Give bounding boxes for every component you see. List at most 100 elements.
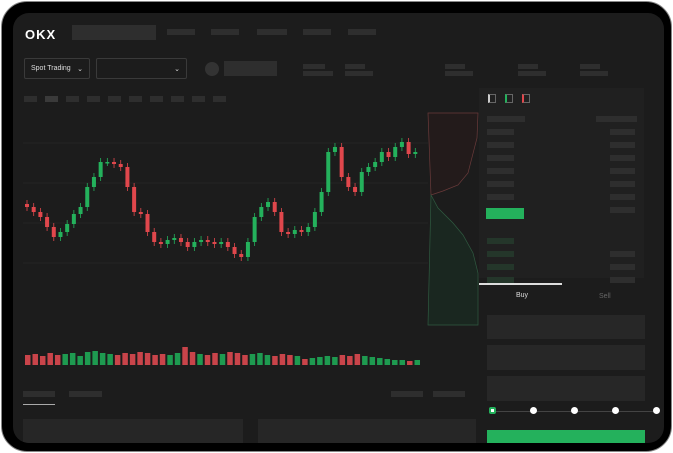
interval-button[interactable]	[150, 96, 163, 102]
search-bar[interactable]	[72, 25, 156, 40]
ask-amount	[610, 207, 635, 213]
ask-price	[487, 168, 514, 174]
ask-price	[487, 142, 514, 148]
book-header	[487, 116, 525, 122]
tab-order-history[interactable]	[69, 391, 102, 397]
interval-button[interactable]	[171, 96, 184, 102]
bid-price	[487, 277, 514, 283]
spot-trading-dropdown[interactable]: Spot Trading ⌄	[24, 58, 90, 79]
candle	[393, 147, 398, 157]
sell-tab[interactable]: Sell	[599, 293, 611, 300]
candle	[252, 217, 257, 242]
interval-button[interactable]	[66, 96, 79, 102]
candle	[185, 242, 190, 247]
candle	[118, 164, 123, 167]
nav-item[interactable]	[257, 29, 287, 35]
candle	[78, 207, 83, 214]
ask-amount	[610, 194, 635, 200]
candle	[152, 232, 157, 242]
slider-handle[interactable]	[489, 407, 496, 414]
pair-select[interactable]: ⌄	[96, 58, 187, 79]
volume-bar	[392, 360, 398, 365]
market-stat	[580, 64, 600, 69]
candle	[212, 242, 217, 244]
candle	[138, 212, 143, 214]
volume-bar	[25, 355, 31, 365]
candle	[353, 187, 358, 192]
volume-bar	[114, 355, 121, 365]
volume-bar	[257, 353, 263, 365]
nav-item[interactable]	[303, 29, 331, 35]
interval-button[interactable]	[192, 96, 205, 102]
volume-bar	[144, 353, 151, 365]
candle	[172, 238, 177, 240]
volume-bar	[219, 354, 226, 365]
volume-bar	[234, 353, 241, 365]
candle	[31, 207, 36, 212]
tab-open-orders[interactable]	[23, 391, 55, 397]
interval-button[interactable]	[87, 96, 100, 102]
price-input[interactable]	[487, 315, 645, 339]
filter-button[interactable]	[391, 391, 423, 397]
nav-item[interactable]	[167, 29, 195, 35]
market-stat	[518, 71, 546, 76]
volume-bar	[47, 353, 53, 365]
candle	[306, 227, 311, 232]
slider-stop[interactable]	[612, 407, 619, 414]
slider-stop[interactable]	[571, 407, 578, 414]
interval-button[interactable]	[129, 96, 142, 102]
volume-bar	[332, 357, 338, 365]
candle	[205, 240, 210, 242]
slider-stop[interactable]	[653, 407, 660, 414]
candle	[145, 214, 150, 232]
buy-button[interactable]	[487, 430, 645, 443]
market-stat	[345, 64, 365, 69]
volume-bar	[272, 356, 278, 365]
candle	[399, 142, 404, 147]
book-bids-icon[interactable]	[505, 94, 513, 103]
chevron-down-icon: ⌄	[77, 65, 83, 73]
ask-amount	[610, 168, 635, 174]
interval-button[interactable]	[45, 96, 58, 102]
total-input[interactable]	[487, 376, 645, 401]
candle	[386, 152, 391, 157]
bid-price	[487, 251, 514, 257]
interval-button[interactable]	[108, 96, 121, 102]
candle	[373, 162, 378, 167]
candle	[158, 242, 163, 244]
amount-input[interactable]	[487, 345, 645, 370]
bid-price	[487, 264, 514, 270]
volume-bar	[369, 357, 376, 365]
candle	[259, 207, 264, 217]
volume-bar	[287, 355, 293, 365]
volume-bar	[354, 354, 361, 365]
candle	[58, 232, 63, 237]
candle	[51, 227, 56, 237]
volume-bar	[317, 357, 323, 365]
buy-tab[interactable]: Buy	[516, 292, 529, 299]
candle	[105, 162, 110, 164]
candle	[359, 172, 364, 192]
volume-bar	[159, 354, 166, 365]
nav-item[interactable]	[211, 29, 239, 35]
coin-icon	[205, 62, 219, 76]
market-stat	[518, 64, 538, 69]
volume-bar	[407, 361, 413, 365]
candle	[239, 254, 244, 257]
candle	[45, 217, 50, 227]
book-asks-icon[interactable]	[522, 94, 530, 103]
volume-bar	[302, 359, 308, 365]
interval-button[interactable]	[24, 96, 37, 102]
nav-item[interactable]	[348, 29, 376, 35]
volume-bar	[377, 358, 383, 365]
volume-bar	[324, 356, 331, 365]
book-both-icon[interactable]	[488, 94, 496, 103]
price-chart[interactable]	[13, 13, 664, 443]
volume-bar	[189, 352, 196, 365]
interval-button[interactable]	[213, 96, 226, 102]
chevron-down-icon: ⌄	[174, 65, 180, 73]
slider-stop[interactable]	[530, 407, 537, 414]
filter-button[interactable]	[433, 391, 465, 397]
candle	[292, 230, 297, 234]
